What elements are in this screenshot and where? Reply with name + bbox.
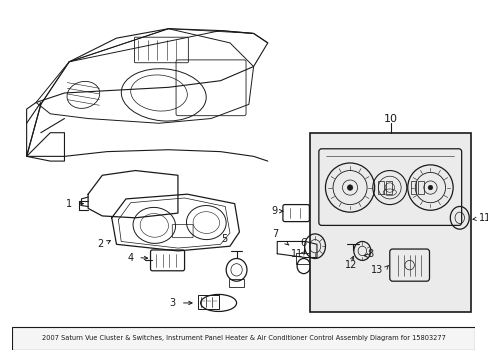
Circle shape <box>346 185 352 190</box>
Text: 13: 13 <box>370 265 383 275</box>
Text: 7: 7 <box>272 229 278 239</box>
Bar <box>12 327 474 350</box>
Bar <box>385 181 391 194</box>
Text: 8: 8 <box>366 249 372 259</box>
Text: 4: 4 <box>127 253 133 262</box>
Bar <box>198 295 218 309</box>
Text: 6: 6 <box>300 238 306 248</box>
Text: 12: 12 <box>345 260 357 270</box>
Text: 2007 Saturn Vue Cluster & Switches, Instrument Panel Heater & Air Conditioner Co: 2007 Saturn Vue Cluster & Switches, Inst… <box>41 335 445 341</box>
Bar <box>296 253 311 264</box>
Bar <box>417 181 423 194</box>
Text: 9: 9 <box>270 206 277 216</box>
Text: 5: 5 <box>221 234 227 244</box>
Text: 2: 2 <box>97 239 103 249</box>
Bar <box>228 279 244 287</box>
Circle shape <box>427 185 432 190</box>
Text: 10: 10 <box>383 113 397 123</box>
Text: 11: 11 <box>290 249 302 259</box>
Text: 1: 1 <box>66 199 72 209</box>
Bar <box>378 181 383 194</box>
Text: 11: 11 <box>478 213 488 223</box>
Text: 3: 3 <box>169 298 175 308</box>
Bar <box>410 181 415 194</box>
Bar <box>310 133 470 312</box>
